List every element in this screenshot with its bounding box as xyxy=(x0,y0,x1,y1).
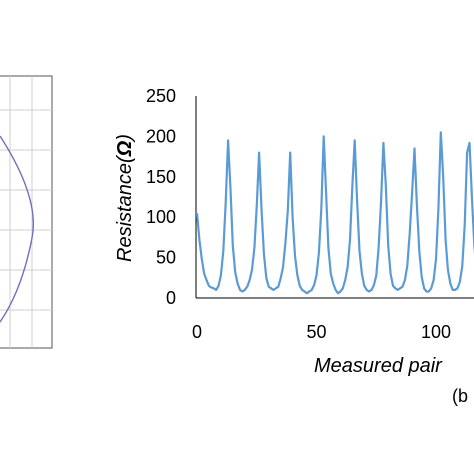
y-axis-tick-labels: 250 200 150 100 50 0 xyxy=(146,86,176,308)
y-axis-title: Resistance(Ω) xyxy=(114,134,136,262)
y-tick-label: 250 xyxy=(146,86,176,106)
panel-label: (b xyxy=(452,386,468,406)
resistance-series-line xyxy=(195,131,474,295)
x-tick-label: 50 xyxy=(306,322,326,342)
y-axis-title-unit: Ω xyxy=(114,140,136,157)
y-tick-label: 200 xyxy=(146,126,176,146)
left-chart xyxy=(0,75,53,349)
y-tick-label: 100 xyxy=(146,207,176,227)
right-chart: 250 200 150 100 50 0 0 50 100 Resistance(Ω) Mea… xyxy=(114,86,474,406)
y-tick-label: 0 xyxy=(166,288,176,308)
y-tick-label: 150 xyxy=(146,167,176,187)
x-axis-tick-labels: 0 50 100 xyxy=(192,322,451,342)
y-axis-title-text: Resistance( xyxy=(114,154,136,262)
left-chart-plot-area xyxy=(0,75,53,349)
left-chart-series-line xyxy=(0,135,35,323)
y-tick-label: 50 xyxy=(156,248,176,268)
x-tick-label: 100 xyxy=(421,322,451,342)
x-axis-title: Measured pair xyxy=(314,355,443,377)
x-tick-label: 0 xyxy=(192,322,202,342)
y-axis-title-close: ) xyxy=(114,134,136,143)
